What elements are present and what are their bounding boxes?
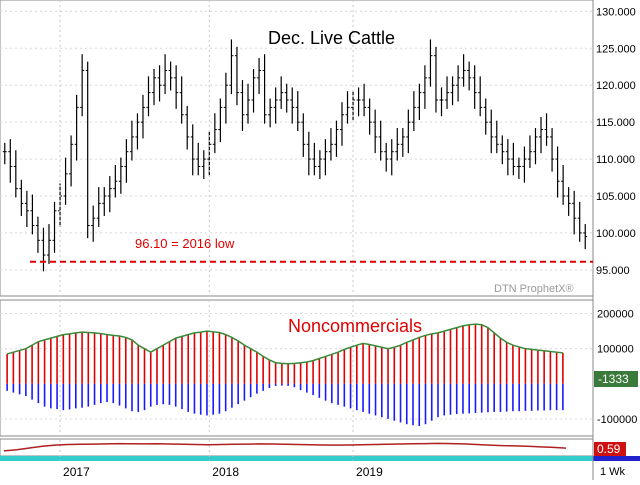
cot-gridlines [0,313,593,420]
price-panel [0,0,594,297]
cot-histogram [6,324,564,426]
price-tick-label: 105.000 [596,191,636,203]
low-annotation: 96.10 = 2016 low [135,236,235,251]
price-tick-label: 100.000 [596,228,636,240]
price-tick-label: 125.000 [596,43,636,55]
price-tick-label: 130.000 [596,6,636,18]
price-tick-label: 115.000 [596,117,635,129]
ratio-panel [0,438,594,457]
cot-tick-label: -100000 [597,414,637,426]
net-position-line [6,323,563,365]
price-tick-label: 95.000 [596,265,630,277]
price-gridlines [0,10,593,271]
cot-tick-labels: 200000 100000 -100000 [597,309,637,426]
net-value-label: -1333 [598,372,629,386]
cot-tick-label: 200000 [597,309,634,321]
x-tick-label: 2018 [212,465,239,479]
ratio-value-badge [594,442,626,456]
price-tick-label: 120.000 [596,80,636,92]
price-axis [593,0,640,480]
period-label: 1 Wk [600,466,626,478]
bottom-strip-right [593,456,640,461]
cot-tick-label: 100000 [597,344,634,356]
net-value-badge [594,371,638,387]
price-tick-labels: 130.000 125.000 120.000 115.000 110.000 105.0… [596,6,636,276]
ratio-value-label: 0.59 [597,442,621,456]
price-tick-label: 110.000 [596,154,635,166]
x-tick-label: 2019 [356,465,383,479]
cot-title: Noncommercials [288,316,422,336]
x-tick-label: 2017 [63,465,90,479]
bottom-strip [0,456,593,461]
x-axis-labels: 2017 2018 2019 [59,0,383,479]
watermark: DTN ProphetX® [494,283,574,295]
ratio-line [3,442,567,452]
price-title: Dec. Live Cattle [268,28,395,48]
